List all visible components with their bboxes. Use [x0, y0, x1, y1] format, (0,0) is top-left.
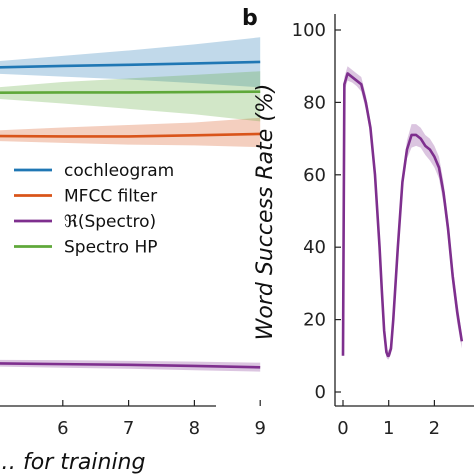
panel-a-spectro-hp-line [0, 90, 261, 95]
panel-a-x-ticks: 6 7 8 9 [57, 400, 266, 439]
panel-b-y-tick-label: 0 [315, 382, 326, 403]
panel-a-mfcc-filter-band [0, 117, 261, 148]
legend: cochleogram MFCC filter ℜ(Spectro) Spectro … [0, 148, 223, 264]
legend-label-cochleogram: cochleogram [64, 161, 174, 181]
legend-box [0, 148, 223, 264]
panel-a-spectro-line [0, 362, 261, 369]
panel-b-y-tick-label: 100 [292, 20, 326, 41]
panel-b-x-tick-label: 2 [429, 418, 440, 439]
panel-b-lines [341, 72, 464, 358]
legend-label-mfcc-filter: MFCC filter [64, 187, 157, 207]
panel-a-lines [0, 60, 261, 369]
panel-a: 6 7 8 9 … for training cochleogram MFCC filt… [0, 37, 266, 474]
panel-a-x-tick-label: 6 [57, 418, 68, 439]
legend-entries: cochleogram MFCC filter ℜ(Spectro) Spectro … [14, 161, 174, 258]
legend-label-spectro-hp: Spectro HP [64, 238, 158, 258]
panel-a-spectro-hp-band [0, 71, 261, 122]
panel-b-y-tick-label: 80 [303, 92, 326, 113]
panel-b-series-0-line [341, 72, 464, 358]
panel-b-y-label: Word Success Rate (%) [253, 84, 278, 341]
panel-b-series-0-band [343, 66, 462, 360]
panel-a-cochleogram-line [0, 60, 261, 69]
panel-b-label: b [242, 6, 258, 31]
panel-a-x-label: … for training [0, 450, 146, 474]
panel-a-bands [0, 37, 261, 372]
panel-b-x-ticks: 0 1 2 [337, 400, 440, 439]
panel-a-x-tick-label: 9 [254, 418, 265, 439]
panel-a-mfcc-filter-line [0, 132, 261, 138]
panel-b-y-tick-label: 40 [303, 237, 326, 258]
panel-b-bands [343, 66, 462, 360]
panel-b-y-tick-label: 60 [303, 165, 326, 186]
panel-a-x-tick-label: 8 [189, 418, 200, 439]
panel-b: b Word Success Rate (%) 0 20 40 60 80 100 0 1 2 [242, 6, 474, 439]
panel-a-cochleogram-band [0, 37, 261, 88]
panel-b-x-tick-label: 0 [337, 418, 348, 439]
legend-label-spectro: ℜ(Spectro) [64, 212, 156, 232]
panel-a-x-tick-label: 7 [123, 418, 134, 439]
panel-b-y-tick-label: 20 [303, 310, 326, 331]
panel-b-y-ticks: 0 20 40 60 80 100 [292, 20, 341, 403]
panel-b-x-tick-label: 1 [383, 418, 394, 439]
